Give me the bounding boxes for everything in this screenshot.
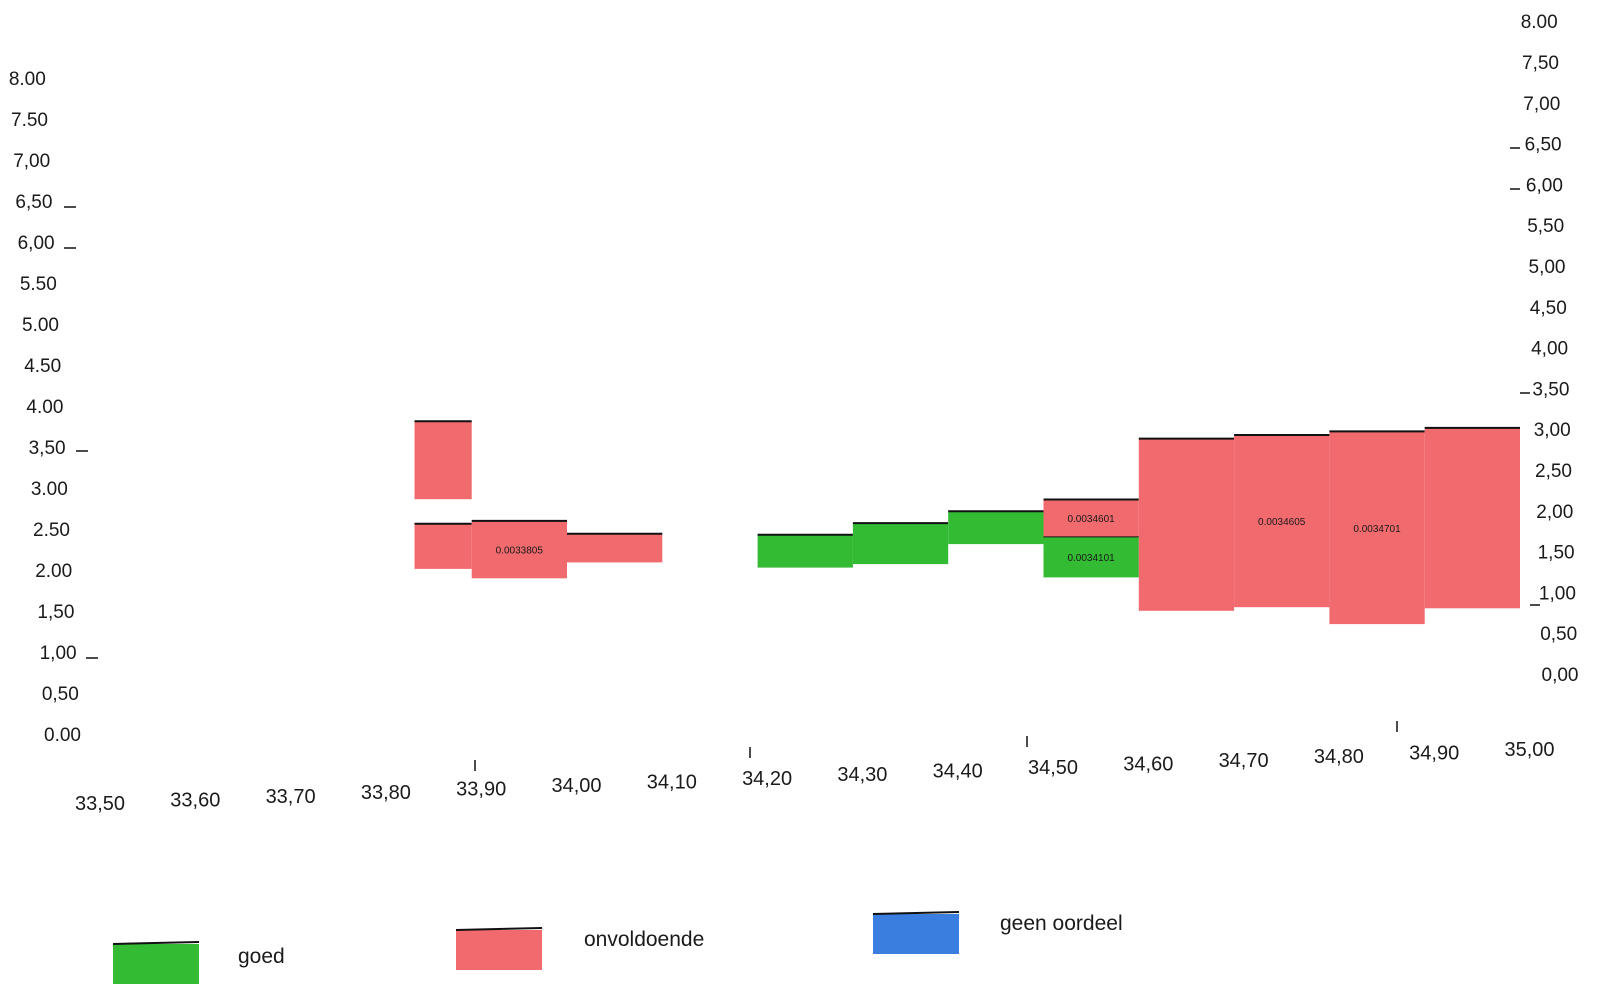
y-tick-label-left: 2.50 (33, 520, 70, 541)
x-tick-label: 34,20 (742, 768, 792, 790)
right-axis: 0,00 0,50 1,00 1,50 2,00 2,50 3,00 3,50 4,00 4,50… (1521, 12, 1579, 686)
segment-onvoldoende (567, 533, 663, 563)
y-tick-label-right: 1,50 (1538, 543, 1575, 564)
x-tick-label: 33,80 (361, 782, 411, 804)
x-tick-marks (64, 147, 1540, 771)
y-tick-label-right: 8.00 (1521, 12, 1558, 33)
y-tick-label-right: 3,00 (1534, 420, 1571, 441)
y-tick-label-left: 3,50 (29, 438, 66, 459)
y-tick-label-left: 5.50 (20, 274, 57, 295)
y-tick-label-left: 1,00 (40, 643, 77, 664)
legend-swatch-onvoldoende (456, 930, 542, 970)
x-tick-label: 35,00 (1504, 739, 1554, 761)
x-tick-label: 34,50 (1028, 757, 1078, 779)
y-tick-label-left: 8.00 (9, 69, 46, 90)
y-tick-label-right: 6,50 (1525, 135, 1562, 156)
legend-swatch-goed (113, 944, 199, 984)
y-tick-label-left: 2.00 (35, 561, 72, 582)
segment-goed (948, 511, 1044, 545)
y-tick-label-right: 1,00 (1539, 583, 1576, 604)
y-tick-label-right: 4,00 (1531, 339, 1568, 360)
segment-onvoldoende (1138, 438, 1235, 611)
y-tick-label-right: 3,50 (1532, 379, 1569, 400)
y-tick-label-left: 3.00 (31, 479, 68, 500)
y-tick-label-right: 5,50 (1527, 216, 1564, 237)
y-tick-label-left: 4.50 (24, 356, 61, 377)
legend-label: geen oordeel (1000, 912, 1123, 935)
x-tick-label: 33,90 (456, 779, 506, 801)
y-tick-label-right: 7,00 (1523, 94, 1560, 115)
x-tick-label: 34,40 (933, 761, 983, 783)
segment-goed (852, 523, 949, 565)
x-tick-label: 33,60 (170, 789, 220, 811)
legend-swatch-edge (455, 927, 543, 931)
y-tick-label-right: 2,00 (1536, 502, 1573, 523)
segment-goed (757, 534, 853, 568)
segment-label: 0.0033805 (496, 546, 544, 557)
x-tick-label: 33,50 (75, 793, 125, 815)
y-tick-label-right: 5,00 (1529, 257, 1566, 278)
x-tick-label: 33,70 (266, 786, 316, 808)
segment-label: 0.0034701 (1353, 524, 1401, 535)
y-tick-label-left: 6,50 (15, 192, 52, 213)
plot-segments: 0.0033805 0.0034101 0.0034601 0.0034605 0.00… (414, 420, 1520, 625)
segment-onvoldoende (1043, 499, 1139, 537)
segment-onvoldoende (1329, 431, 1425, 625)
x-tick-label: 34,60 (1123, 753, 1173, 775)
legend-label: onvoldoende (584, 928, 704, 951)
segment-onvoldoende (471, 520, 567, 579)
y-tick-label-left: 7,00 (13, 151, 50, 172)
legend-swatch-edge (112, 941, 200, 945)
x-tick-label: 34,70 (1219, 750, 1269, 772)
segment-label: 0.0034601 (1067, 514, 1115, 525)
segment-label: 0.0034605 (1258, 517, 1306, 528)
left-axis: 0.00 0,50 1,00 1,50 2.00 2.50 3.00 3,50 4.00 4.50… (9, 69, 81, 746)
x-tick-label: 34,00 (551, 775, 601, 797)
y-tick-label-right: 6,00 (1526, 175, 1563, 196)
legend-swatch-edge (872, 911, 960, 915)
x-axis: 33,50 33,60 33,70 33,80 33,90 34,00 34,10 34,20… (75, 739, 1555, 815)
legend: goed onvoldoende geen oordeel (112, 911, 1123, 984)
legend-swatch-geen-oordeel (873, 914, 959, 954)
y-tick-label-right: 0,00 (1542, 665, 1579, 686)
y-tick-label-left: 6,00 (18, 233, 55, 254)
legend-label: goed (238, 945, 285, 968)
segment-onvoldoende (414, 523, 472, 569)
segment-onvoldoende (1234, 435, 1330, 608)
y-tick-label-right: 7,50 (1522, 53, 1559, 74)
segment-onvoldoende (414, 421, 472, 500)
y-tick-label-left: 0.00 (44, 725, 81, 746)
segment-label: 0.0034101 (1067, 553, 1115, 564)
y-tick-label-left: 7.50 (11, 110, 48, 131)
y-tick-label-right: 0,50 (1540, 624, 1577, 645)
x-tick-label: 34,10 (647, 771, 697, 793)
y-tick-label-left: 0,50 (42, 684, 79, 705)
segment-onvoldoende (1424, 427, 1520, 609)
y-tick-label-left: 4.00 (26, 397, 63, 418)
y-tick-label-right: 4,50 (1530, 298, 1567, 319)
y-tick-label-right: 2,50 (1535, 461, 1572, 482)
y-tick-label-left: 1,50 (37, 602, 74, 623)
x-tick-label: 34,30 (837, 764, 887, 786)
y-tick-label-left: 5.00 (22, 315, 59, 336)
segment-goed (1043, 536, 1139, 578)
x-tick-label: 34,90 (1409, 743, 1459, 765)
x-tick-label: 34,80 (1314, 746, 1364, 768)
